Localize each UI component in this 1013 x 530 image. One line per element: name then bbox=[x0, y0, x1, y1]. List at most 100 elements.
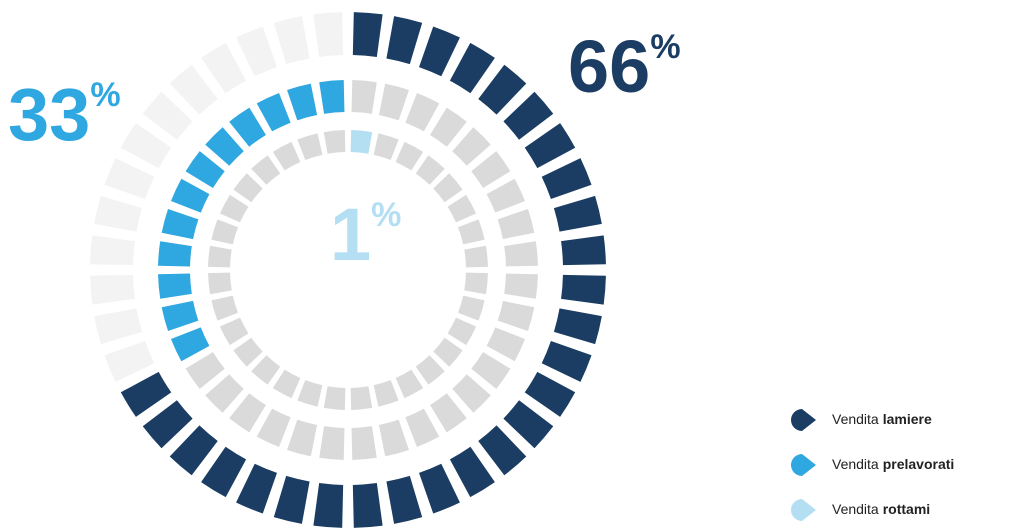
ring-background-segment bbox=[433, 337, 463, 367]
ring-segment bbox=[170, 178, 210, 213]
ring-background-segment bbox=[373, 380, 399, 407]
percent-label: 33% bbox=[8, 73, 121, 156]
ring-background-segment bbox=[251, 355, 281, 385]
ring-segment bbox=[120, 371, 172, 417]
ring-background-segment bbox=[395, 141, 424, 171]
ring-background-segment bbox=[471, 151, 511, 188]
legend-label: Vendita bbox=[832, 411, 879, 427]
ring-background-segment bbox=[430, 107, 467, 147]
ring-background-segment bbox=[486, 327, 526, 362]
ring-background-segment bbox=[415, 355, 445, 385]
ring-background-segment bbox=[464, 245, 488, 268]
ring-background-segment bbox=[287, 419, 318, 457]
ring-segment bbox=[256, 92, 291, 132]
ring-background-segment bbox=[297, 133, 323, 160]
ring-segment bbox=[229, 107, 266, 147]
percent-label: 66% bbox=[568, 25, 681, 108]
ring-segment bbox=[478, 425, 527, 476]
ring-background-segment bbox=[272, 369, 301, 399]
ring-segment bbox=[185, 151, 225, 188]
ring-background-segment bbox=[233, 173, 263, 203]
ring-segment bbox=[524, 371, 576, 417]
ring-background-segment bbox=[504, 241, 538, 267]
ring-background-segment bbox=[297, 380, 323, 407]
ring-segment bbox=[161, 300, 199, 331]
percent-unit: % bbox=[90, 76, 120, 114]
ring-segment bbox=[273, 475, 310, 524]
legend-entry: Vendita rottami bbox=[832, 501, 930, 517]
ring-background-segment bbox=[458, 295, 485, 321]
ring-background-segment bbox=[208, 272, 232, 295]
ring-background-segment bbox=[94, 308, 143, 345]
legend-marker bbox=[791, 499, 816, 521]
ring-background-segment bbox=[313, 12, 344, 57]
ring-background-segment bbox=[471, 352, 511, 389]
ring-segment bbox=[503, 91, 554, 140]
ring-segment bbox=[553, 308, 602, 345]
ring-background-segment bbox=[208, 245, 232, 268]
ring-background-segment bbox=[395, 369, 424, 399]
percent-label: 1% bbox=[330, 193, 401, 276]
percent-value: 33 bbox=[8, 73, 90, 156]
ring-segment bbox=[287, 83, 318, 121]
ring-segment bbox=[352, 12, 383, 57]
ring-segment bbox=[158, 273, 192, 299]
legend-name: lamiere bbox=[883, 411, 932, 427]
ring-segment bbox=[524, 123, 576, 169]
ring-background-segment bbox=[323, 130, 346, 154]
ring-background-segment bbox=[350, 386, 373, 410]
ring-background-segment bbox=[90, 274, 135, 305]
ring-segment bbox=[158, 241, 192, 267]
legend-marker bbox=[791, 409, 816, 431]
ring-background-segment bbox=[447, 194, 477, 223]
ring-background-segment bbox=[205, 374, 244, 413]
ring-segment bbox=[170, 327, 210, 362]
ring-segment bbox=[319, 80, 345, 114]
legend-entry: Vendita lamiere bbox=[832, 411, 932, 427]
ring-segment bbox=[419, 26, 460, 77]
ring-segment bbox=[449, 42, 495, 94]
ring-background-segment bbox=[452, 127, 491, 166]
ring-background-segment bbox=[452, 374, 491, 413]
ring-background-segment bbox=[430, 393, 467, 433]
ring-background-segment bbox=[251, 155, 281, 185]
ring-background-segment bbox=[497, 209, 535, 240]
ring-background-segment bbox=[323, 386, 346, 410]
ring-segment bbox=[201, 446, 247, 498]
ring-segment bbox=[386, 475, 423, 524]
ring-background-segment bbox=[90, 235, 135, 266]
ring-background-segment bbox=[415, 155, 445, 185]
ring-background-segment bbox=[236, 26, 277, 77]
ring-background-segment bbox=[497, 300, 535, 331]
ring-background-segment bbox=[447, 317, 477, 346]
ring-background-segment bbox=[185, 352, 225, 389]
ring-background-segment bbox=[211, 219, 238, 245]
ring-background-segment bbox=[169, 64, 218, 115]
legend-marker bbox=[791, 454, 816, 476]
ring-background-segment bbox=[120, 123, 172, 169]
ring-background-segment bbox=[319, 426, 345, 460]
ring-background-segment bbox=[405, 408, 440, 448]
ring-background-segment bbox=[229, 393, 266, 433]
ring-segment bbox=[236, 463, 277, 514]
ring-background-segment bbox=[94, 195, 143, 232]
ring-background-segment bbox=[458, 219, 485, 245]
ring-background-segment bbox=[219, 317, 249, 346]
ring-background-segment bbox=[201, 42, 247, 94]
ring-background-segment bbox=[378, 419, 409, 457]
ring-background-segment bbox=[464, 272, 488, 295]
ring-background-segment bbox=[272, 141, 301, 171]
ring-segment bbox=[419, 463, 460, 514]
ring-background-segment bbox=[273, 16, 310, 65]
ring-background-segment bbox=[104, 158, 155, 199]
ring-segment bbox=[386, 16, 423, 65]
percent-value: 1 bbox=[330, 193, 371, 276]
ring-segment bbox=[350, 130, 373, 154]
ring-segment bbox=[503, 400, 554, 449]
ring-segment bbox=[561, 274, 606, 305]
ring-segment bbox=[541, 341, 592, 382]
ring-background-segment bbox=[219, 194, 249, 223]
ring-background-segment bbox=[104, 341, 155, 382]
legend-label: Vendita bbox=[832, 501, 879, 517]
ring-segment bbox=[541, 158, 592, 199]
